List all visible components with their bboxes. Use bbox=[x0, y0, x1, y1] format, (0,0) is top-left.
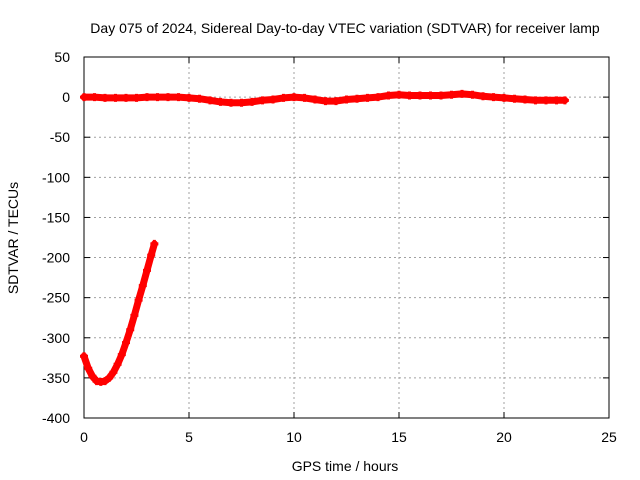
y-tick-label: 50 bbox=[54, 49, 70, 65]
data-point bbox=[447, 90, 456, 99]
data-point bbox=[109, 368, 118, 377]
x-tick-label: 25 bbox=[601, 429, 617, 445]
chart-title: Day 075 of 2024, Sidereal Day-to-day VTE… bbox=[90, 20, 600, 36]
x-tick-label: 10 bbox=[286, 429, 302, 445]
data-point bbox=[416, 91, 424, 100]
y-tick-label: -100 bbox=[42, 169, 70, 185]
data-point bbox=[552, 96, 561, 105]
data-point bbox=[80, 93, 88, 102]
y-tick-label: -300 bbox=[42, 330, 70, 346]
data-point bbox=[560, 96, 569, 105]
data-point bbox=[164, 93, 172, 102]
data-point bbox=[134, 296, 143, 305]
x-tick-label: 5 bbox=[185, 429, 193, 445]
data-series bbox=[80, 89, 569, 386]
data-point bbox=[126, 325, 135, 334]
data-point bbox=[269, 95, 277, 104]
data-point bbox=[521, 95, 529, 104]
data-point bbox=[510, 94, 519, 103]
data-point bbox=[147, 251, 156, 260]
y-tick-label: -200 bbox=[42, 250, 70, 266]
x-tick-label: 15 bbox=[391, 429, 407, 445]
data-point bbox=[458, 89, 466, 98]
data-point bbox=[531, 96, 540, 105]
grid-lines bbox=[84, 57, 609, 418]
data-point bbox=[374, 93, 382, 102]
data-point bbox=[437, 91, 445, 100]
data-point bbox=[489, 93, 498, 102]
data-point bbox=[88, 372, 97, 381]
series-2 bbox=[80, 239, 159, 386]
data-point bbox=[185, 93, 193, 102]
data-point bbox=[342, 95, 351, 104]
data-point bbox=[227, 98, 235, 107]
data-point bbox=[321, 97, 330, 106]
data-point bbox=[90, 93, 99, 102]
data-point bbox=[363, 93, 372, 102]
plot-frame bbox=[83, 56, 610, 419]
data-point bbox=[258, 96, 267, 105]
data-point bbox=[332, 97, 340, 106]
data-point bbox=[132, 93, 141, 102]
y-tick-label: -400 bbox=[42, 410, 70, 426]
data-point bbox=[101, 377, 109, 386]
data-point bbox=[113, 360, 122, 369]
data-point bbox=[143, 266, 151, 275]
data-point bbox=[174, 93, 183, 102]
data-point bbox=[426, 91, 435, 100]
data-point bbox=[237, 98, 246, 107]
series-1 bbox=[80, 89, 569, 107]
data-point bbox=[143, 93, 151, 102]
y-tick-label: 0 bbox=[62, 89, 70, 105]
x-tick-label: 0 bbox=[80, 429, 88, 445]
y-axis-label: SDTVAR / TECUs bbox=[5, 182, 21, 294]
data-point bbox=[405, 91, 414, 100]
data-point bbox=[150, 239, 159, 248]
data-point bbox=[117, 350, 126, 359]
data-point bbox=[384, 91, 393, 100]
x-tick-label: 20 bbox=[496, 429, 512, 445]
data-point bbox=[216, 97, 225, 106]
y-tick-label: -350 bbox=[42, 370, 70, 386]
data-point bbox=[84, 364, 93, 373]
tick-labels: 0 5 10 15 20 25 50 0 -50 -100 -150 -200 -250 -300 -350… bbox=[42, 49, 617, 445]
data-point bbox=[479, 92, 487, 101]
data-point bbox=[138, 281, 147, 290]
data-point bbox=[500, 93, 508, 102]
data-point bbox=[542, 96, 550, 105]
series-trace bbox=[80, 240, 158, 386]
data-point bbox=[311, 95, 319, 104]
axis-ticks bbox=[83, 56, 610, 419]
data-point bbox=[130, 311, 139, 320]
data-point bbox=[80, 352, 88, 361]
data-point bbox=[122, 93, 130, 102]
data-point bbox=[353, 94, 361, 103]
data-point bbox=[468, 90, 477, 99]
data-point bbox=[395, 90, 403, 99]
data-point bbox=[248, 97, 256, 106]
data-point bbox=[290, 93, 298, 102]
y-tick-label: -250 bbox=[42, 290, 70, 306]
data-point bbox=[300, 93, 309, 102]
data-point bbox=[101, 93, 109, 102]
data-point bbox=[111, 93, 120, 102]
data-point bbox=[105, 373, 114, 382]
y-tick-label: -50 bbox=[50, 129, 70, 145]
y-tick-label: -150 bbox=[42, 209, 70, 225]
data-point bbox=[153, 93, 162, 102]
data-point bbox=[122, 338, 130, 347]
x-axis-label: GPS time / hours bbox=[292, 458, 399, 474]
data-point bbox=[279, 93, 288, 102]
data-point bbox=[206, 96, 214, 105]
data-point bbox=[195, 94, 204, 103]
